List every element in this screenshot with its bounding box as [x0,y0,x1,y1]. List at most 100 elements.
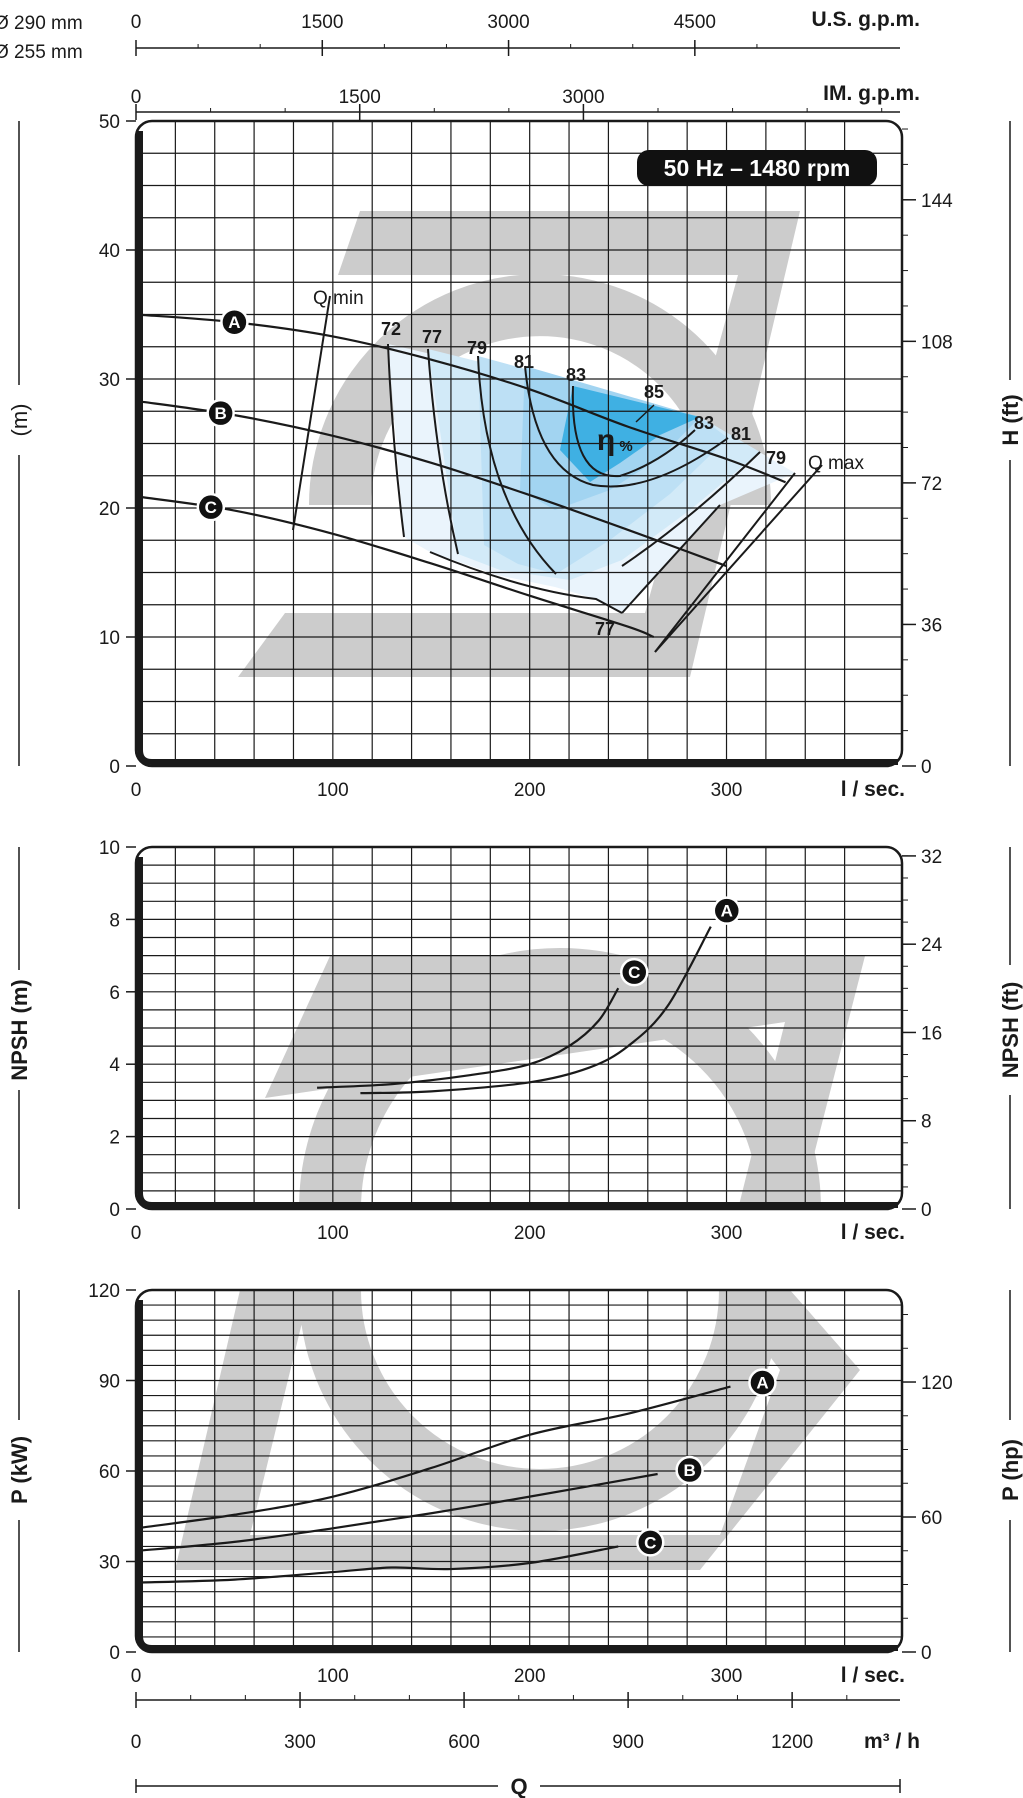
eff-label-79-right: 79 [766,448,786,468]
head-y-tick-label: 40 [99,241,120,262]
npsh-y-tick-label: 0 [109,1200,120,1221]
eff-label-81: 81 [514,352,534,372]
npsh-y-tick-label: 2 [109,1128,120,1149]
power-curve-c [135,1545,619,1584]
left-side-labels: (m) NPSH (m) P (kW) [7,121,32,1652]
head-marker-label-c: C [205,498,217,517]
m3h-tick-label: 300 [284,1732,316,1753]
power-y2-tick-label: 120 [921,1373,953,1394]
m3h-tick-label: 0 [131,1732,142,1753]
npsh-y-tick-label: 10 [99,838,120,859]
npsh-y2-tick-label: 16 [921,1023,942,1044]
power-left-label: P (kW) [7,1436,32,1504]
head-marker-c [196,492,226,522]
head-y2-tick-label: 108 [921,332,953,353]
speed-badge-text: 50 Hz – 1480 rpm [664,155,851,181]
im-gpm-tick-label: 0 [131,87,142,108]
head-y-tick-label: 10 [99,628,120,649]
eff-label-83: 83 [566,365,586,385]
head-right-label: H (ft) [998,394,1023,445]
power-right-label: P (hp) [998,1439,1023,1501]
right-side-labels: H (ft) NPSH (ft) P (hp) [998,121,1023,1652]
q-max-label: Q max [808,453,864,474]
head-y2-tick-label: 0 [921,757,932,778]
eta-symbol: η [597,424,615,457]
head-x-tick-label: 0 [131,780,142,801]
head-x-unit: l / sec. [841,778,905,801]
im-gpm-axis: 0 1500 3000 IM. g.p.m. [131,82,920,120]
npsh-y-tick-label: 6 [109,983,120,1004]
npsh-y2-tick-label: 0 [921,1200,932,1221]
power-marker-label-a: A [756,1374,768,1393]
eff-label-83-right: 83 [694,413,714,433]
m3h-unit: m³ / h [864,1730,920,1753]
us-gpm-axis: 0 1500 3000 4500 U.S. g.p.m. [131,8,920,56]
head-y-tick-label: 20 [99,499,120,520]
m3h-tick-label: 600 [448,1732,480,1753]
speed-badge: 50 Hz – 1480 rpm [637,150,877,186]
m3h-axis: 0 300 600 900 1200 m³ / h [131,1692,920,1753]
q-axis-caption: Q [135,1774,901,1798]
npsh-y-tick-label: 4 [109,1055,120,1076]
im-gpm-tick-label: 1500 [339,87,381,108]
npsh-y2-tick-label: 32 [921,847,942,868]
power-marker-c [636,1528,665,1557]
im-gpm-unit: IM. g.p.m. [823,82,920,105]
npsh-marker-c [620,957,649,987]
npsh-x-tick-label: 0 [131,1223,142,1244]
head-y-tick-label: 0 [109,757,120,778]
eff-label-77: 77 [422,327,442,347]
npsh-x-tick-label: 100 [317,1223,349,1244]
eff-label-81-right: 81 [731,424,751,444]
npsh-marker-label-a: A [721,902,733,921]
power-marker-a [748,1368,777,1397]
head-y-tick-label: 50 [99,112,120,133]
head-marker-label-b: B [215,404,227,423]
eff-label-85: 85 [644,382,664,402]
power-y2-tick-label: 0 [921,1643,932,1664]
head-y2-tick-label: 36 [921,615,942,636]
npsh-x-tick-label: 200 [514,1223,546,1244]
npsh-curve-c [317,987,620,1089]
us-gpm-tick-label: 1500 [301,12,343,33]
power-x-tick-label: 300 [711,1666,743,1687]
power-marker-label-b: B [683,1461,695,1480]
us-gpm-tick-label: 0 [131,12,142,33]
head-y2-tick-label: 72 [921,474,942,495]
npsh-x-tick-label: 300 [711,1223,743,1244]
power-panel: A B C 0 30 60 90 120 0 60 120 0 100 200 300 l / sec. [88,1281,952,1687]
diameter-label-c: Ø 255 mm [0,42,83,63]
head-x-tick-label: 100 [317,780,349,801]
npsh-y2-tick-label: 24 [921,935,943,956]
power-marker-b [675,1455,704,1485]
power-y2-tick-label: 60 [921,1508,942,1529]
npsh-left-label: NPSH (m) [7,979,32,1080]
q-min-label: Q min [313,288,364,309]
eff-label-72: 72 [381,319,401,339]
npsh-marker-label-c: C [628,963,640,982]
diameter-label-a: Ø 290 mm [0,13,83,34]
power-curve-a [135,1385,731,1530]
power-x-unit: l / sec. [841,1664,905,1687]
power-x-tick-label: 100 [317,1666,349,1687]
head-marker-label-a: A [228,313,240,332]
eff-label-79: 79 [467,338,487,358]
power-y-tick-label: 30 [99,1553,120,1574]
npsh-y-tick-label: 8 [109,910,120,931]
efficiency-labels: 72 77 79 81 83 85 83 81 79 77 η % Q min … [313,288,864,639]
power-curve-b [135,1472,658,1553]
head-left-label: (m) [7,404,32,437]
npsh-x-unit: l / sec. [841,1221,905,1244]
im-gpm-tick-label: 3000 [562,87,604,108]
power-marker-label-c: C [644,1533,656,1552]
m3h-tick-label: 1200 [771,1732,813,1753]
q-label: Q [510,1774,527,1798]
power-y-tick-label: 60 [99,1462,120,1483]
head-y2-tick-label: 144 [921,191,953,212]
head-curve-c [135,495,655,639]
npsh-right-label: NPSH (ft) [998,982,1023,1079]
power-x-tick-label: 200 [514,1666,546,1687]
power-y-tick-label: 0 [109,1643,120,1664]
